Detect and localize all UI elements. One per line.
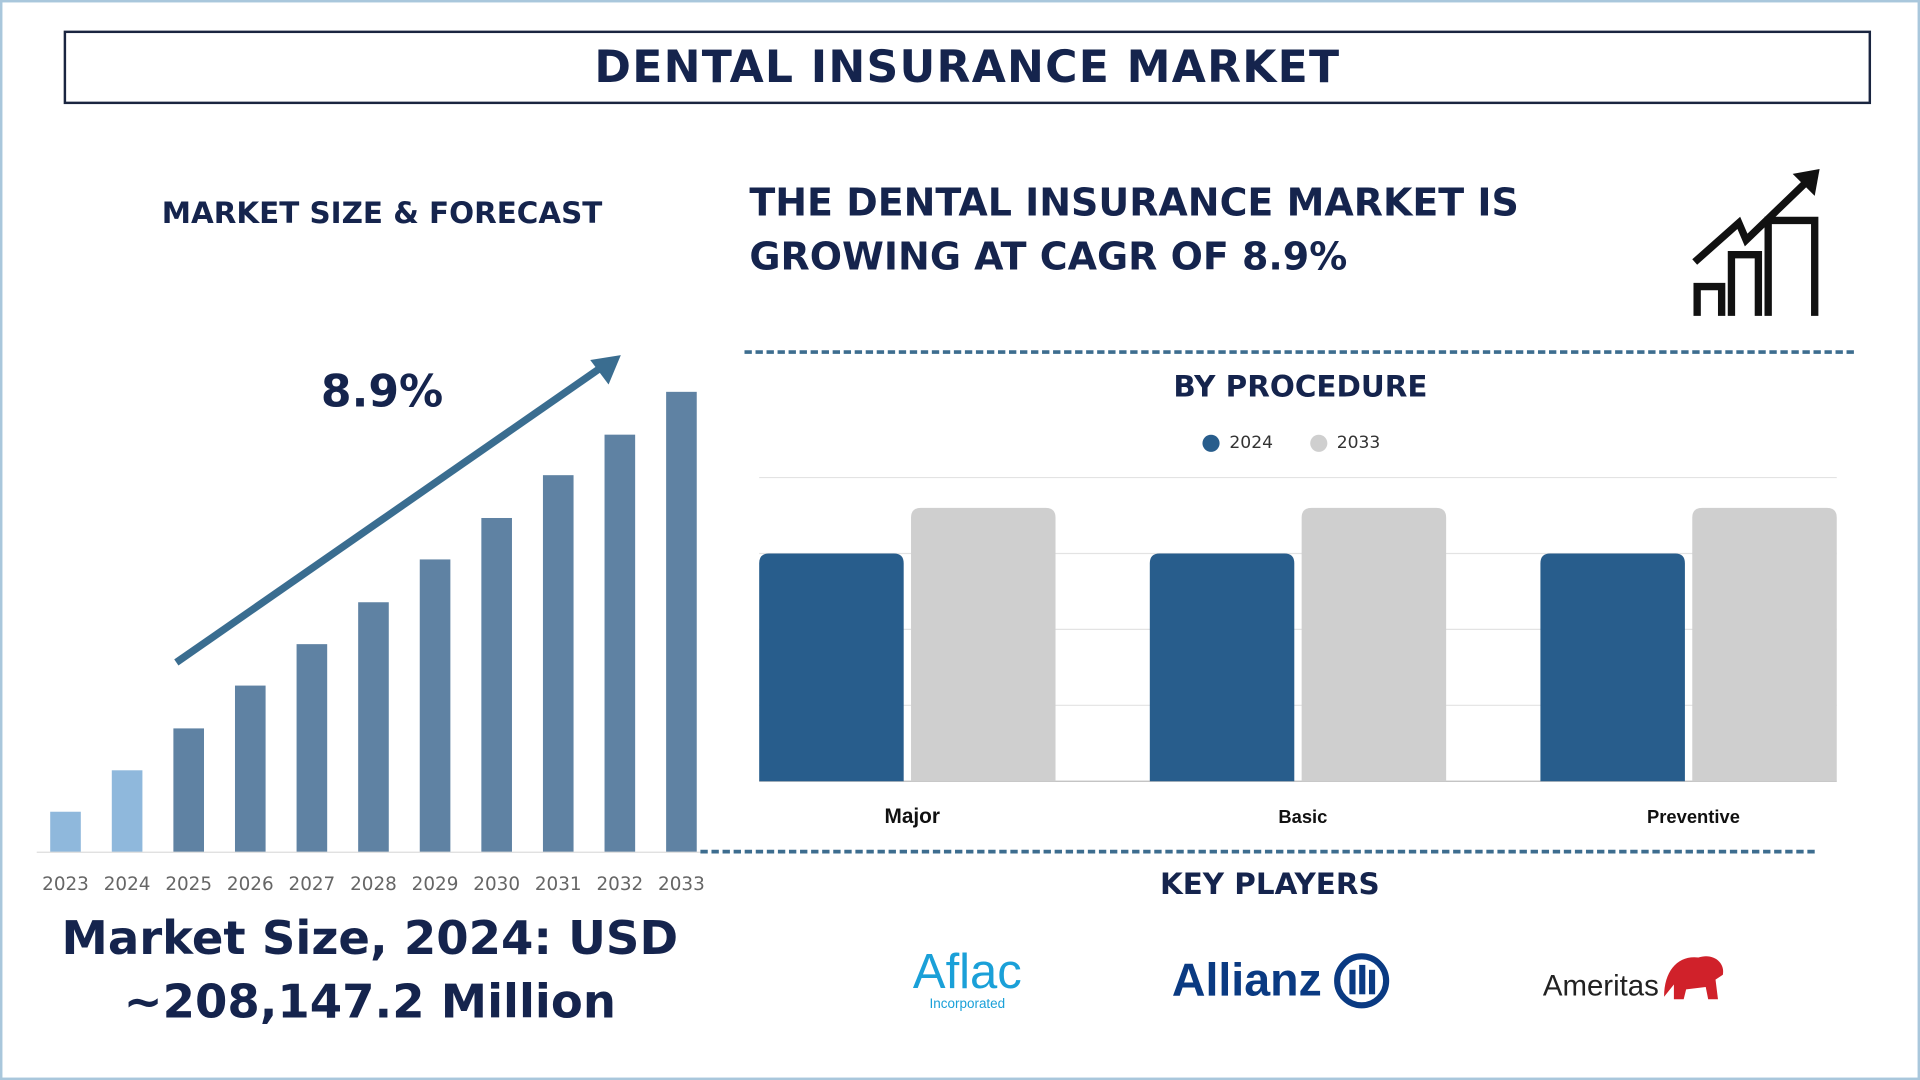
x-tick-label: 2027: [289, 874, 336, 895]
category-label: Basic: [1278, 806, 1327, 827]
allianz-eagle-icon: [1334, 953, 1390, 1009]
x-tick-label: 2032: [596, 874, 643, 895]
forecast-bar-2027: [296, 644, 328, 853]
procedure-bar-preventive-2024: [1540, 553, 1685, 782]
x-tick-label: 2031: [535, 874, 582, 895]
forecast-bar-2030: [481, 517, 512, 853]
key-players-heading: KEY PLAYERS: [1159, 866, 1380, 902]
category-label: Preventive: [1647, 806, 1740, 827]
legend-dot-2024: [1202, 434, 1220, 452]
legend-2024: 2024: [1202, 433, 1273, 453]
title-box: DENTAL INSURANCE MARKET: [63, 30, 1872, 105]
forecast-bar-2023: [50, 811, 81, 853]
legend-2033: 2033: [1309, 433, 1381, 454]
forecast-bar-2024: [111, 770, 143, 853]
procedure-bar-preventive-2033: [1692, 507, 1837, 782]
forecast-bar-2033: [666, 391, 697, 853]
x-tick-label: 2033: [658, 874, 705, 895]
procedure-bar-basic-2024: [1149, 553, 1295, 782]
legend-dot-2033: [1309, 434, 1327, 452]
growth-annotation: 8.9%: [320, 367, 444, 418]
forecast-bar-2029: [419, 559, 451, 853]
headline-line2: GROWING AT CAGR OF 8.9%: [749, 235, 1348, 280]
category-label: Major: [885, 805, 940, 828]
legend-label: 2033: [1336, 433, 1381, 454]
x-tick-label: 2030: [473, 874, 520, 895]
x-tick-label: 2023: [42, 874, 89, 895]
x-tick-label: 2029: [412, 874, 459, 895]
aflac-sub: Incorporated: [929, 996, 1006, 1012]
market-size-line2: ~208,147.2 Million: [123, 974, 616, 1029]
allianz-name: Allianz: [1171, 954, 1322, 1006]
x-tick-label: 2024: [104, 874, 151, 895]
procedure-chart: Major Basic Preventive: [759, 476, 1837, 828]
page-title: DENTAL INSURANCE MARKET: [594, 42, 1341, 93]
aflac-logo: Aflac Incorporated: [894, 948, 1041, 1012]
procedure-legend: 2024 2033: [1202, 433, 1380, 453]
bison-icon: [1663, 956, 1723, 1000]
market-size-text: Market Size, 2024: USD ~208,147.2 Millio…: [27, 906, 713, 1033]
aflac-name: Aflac: [912, 945, 1022, 1000]
x-tick-label: 2028: [350, 874, 397, 895]
divider-bottom: [700, 849, 1815, 854]
allianz-logo: Allianz: [1172, 953, 1391, 1009]
ameritas-logo: Ameritas: [1543, 948, 1728, 1004]
procedure-bar-basic-2033: [1301, 507, 1447, 782]
forecast-bar-2032: [604, 434, 636, 853]
procedure-heading: BY PROCEDURE: [1173, 369, 1428, 405]
growth-arrow-line: [174, 361, 607, 666]
ameritas-name: Ameritas: [1542, 969, 1659, 1003]
divider-top: [744, 350, 1854, 354]
market-size-line1: Market Size, 2024: USD: [61, 911, 679, 965]
forecast-bar-2025: [173, 728, 205, 853]
forecast-bar-2026: [234, 685, 266, 853]
procedure-bar-major-2033: [911, 507, 1056, 782]
cagr-headline: THE DENTAL INSURANCE MARKET IS GROWING A…: [749, 176, 1631, 284]
growth-chart-icon: [1692, 168, 1820, 316]
forecast-bar-2031: [542, 475, 574, 853]
headline-line1: THE DENTAL INSURANCE MARKET IS: [749, 181, 1519, 226]
legend-label: 2024: [1229, 433, 1274, 454]
market-size-heading: MARKET SIZE & FORECAST: [161, 195, 603, 231]
forecast-bar-2028: [358, 602, 389, 853]
x-tick-label: 2025: [165, 874, 212, 895]
x-tick-label: 2026: [227, 874, 274, 895]
procedure-bar-major-2024: [759, 553, 904, 782]
market-forecast-chart: 2023 2024 2025 2026 2027 2028 2029 2030 2031 2032…: [36, 355, 707, 895]
growth-arrow-head: [590, 355, 621, 385]
